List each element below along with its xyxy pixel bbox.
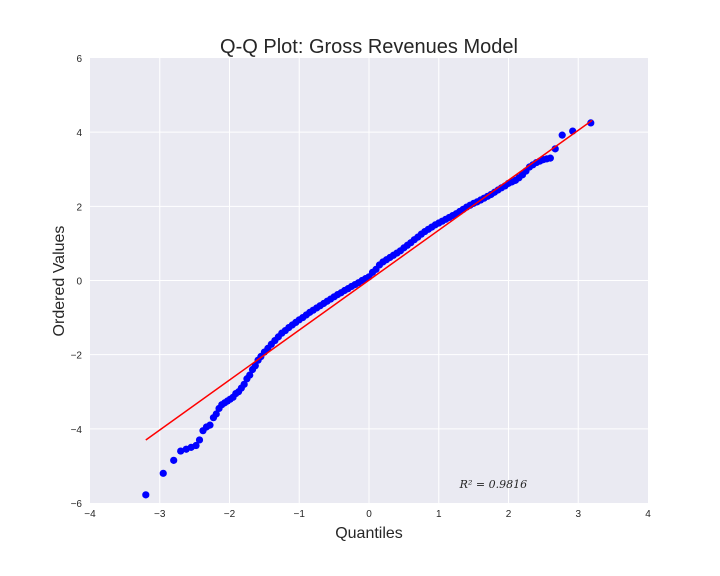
x-tick-labels: −4 −3 −2 −1 0 1 2 3 4 bbox=[84, 509, 651, 520]
fit-line-group bbox=[145, 119, 593, 441]
x-tick-label: 3 bbox=[575, 509, 581, 520]
y-tick-label: 2 bbox=[76, 202, 82, 213]
data-point bbox=[170, 456, 178, 464]
data-point bbox=[246, 371, 254, 379]
data-point bbox=[551, 145, 559, 153]
data-point bbox=[192, 441, 200, 450]
x-tick-label: 1 bbox=[436, 509, 442, 520]
y-tick-label: −6 bbox=[71, 499, 83, 510]
data-point bbox=[177, 447, 185, 455]
data-point bbox=[546, 154, 554, 162]
data-points bbox=[142, 119, 595, 499]
data-point bbox=[206, 421, 214, 429]
x-tick-label: 4 bbox=[645, 509, 651, 520]
data-point bbox=[159, 469, 167, 477]
x-tick-label: 2 bbox=[506, 509, 512, 520]
y-tick-labels: −6 −4 −2 0 2 4 6 bbox=[71, 54, 83, 510]
data-point bbox=[142, 491, 150, 499]
data-point bbox=[195, 436, 204, 444]
x-tick-label: −4 bbox=[84, 509, 96, 520]
y-tick-label: 6 bbox=[76, 54, 82, 65]
data-point bbox=[240, 380, 248, 388]
data-point bbox=[558, 131, 566, 139]
y-axis-label: Ordered Values bbox=[51, 226, 68, 337]
y-tick-label: −4 bbox=[71, 425, 83, 436]
x-tick-label: 0 bbox=[366, 509, 372, 520]
data-point bbox=[587, 119, 595, 127]
x-axis-label: Quantiles bbox=[335, 525, 403, 542]
y-tick-label: 4 bbox=[76, 128, 82, 139]
chart-title: Q-Q Plot: Gross Revenues Model bbox=[220, 36, 518, 58]
r-squared-annotation: R² = 0.9816 bbox=[459, 478, 527, 491]
x-tick-label: −1 bbox=[294, 509, 306, 520]
x-tick-label: −2 bbox=[224, 509, 236, 520]
data-point bbox=[251, 362, 259, 370]
x-tick-label: −3 bbox=[154, 509, 166, 520]
y-tick-label: −2 bbox=[71, 351, 83, 362]
data-point bbox=[212, 410, 220, 418]
fit-line bbox=[145, 119, 593, 441]
y-tick-label: 0 bbox=[76, 277, 82, 288]
